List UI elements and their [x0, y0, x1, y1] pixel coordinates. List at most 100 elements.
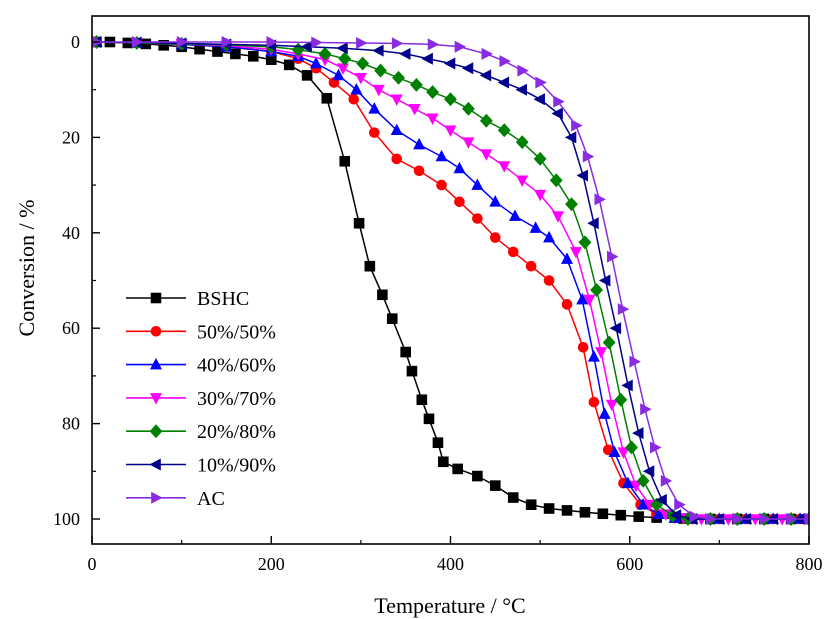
data-point	[595, 347, 608, 359]
data-point	[350, 83, 363, 95]
data-point	[588, 396, 600, 408]
data-point	[660, 474, 673, 487]
data-point	[266, 36, 278, 48]
data-point	[569, 247, 582, 259]
legend-label: BSHC	[197, 288, 249, 310]
data-point	[674, 498, 686, 511]
data-point	[564, 131, 577, 144]
data-point	[571, 119, 583, 132]
data-point	[386, 313, 398, 324]
legend-item: AC	[126, 488, 225, 510]
data-point	[372, 44, 384, 57]
data-point	[633, 511, 645, 522]
data-point	[248, 51, 259, 62]
x-tick-label: 400	[437, 554, 464, 574]
legend-label: 40%/60%	[197, 355, 276, 377]
series-6	[92, 36, 809, 525]
data-point	[408, 103, 421, 116]
data-point	[786, 513, 798, 525]
data-point	[391, 37, 404, 50]
data-point	[705, 513, 718, 525]
data-point	[552, 211, 565, 223]
data-point	[426, 113, 439, 125]
data-point	[689, 510, 701, 523]
data-point	[480, 149, 493, 161]
ticks: 0 200 400 600 800 0 20 40 60 80 100	[53, 32, 823, 574]
data-point	[454, 40, 467, 53]
data-point	[529, 221, 542, 233]
data-point	[410, 77, 423, 92]
data-point	[516, 175, 529, 187]
data-point	[578, 235, 592, 250]
legend: BSHC 50%/50% 40%/60% 30%/70% 20%/80% 10%/90% A…	[126, 288, 276, 510]
data-point	[348, 93, 360, 105]
data-point	[576, 292, 589, 305]
data-point	[421, 52, 433, 65]
legend-marker	[150, 325, 162, 337]
data-point	[400, 346, 411, 358]
legend-marker	[150, 357, 162, 370]
x-axis-label: Temperature / °C	[374, 593, 525, 618]
x-tick-label: 0	[88, 554, 97, 574]
legend-marker	[151, 491, 163, 504]
data-point	[576, 169, 588, 182]
data-point	[561, 505, 573, 516]
legend-marker	[150, 393, 162, 405]
data-point	[369, 127, 380, 138]
data-point	[535, 76, 547, 89]
data-point	[461, 62, 474, 75]
data-point	[436, 179, 447, 191]
data-point	[481, 47, 493, 60]
data-point	[444, 92, 457, 107]
data-point	[423, 413, 435, 425]
data-point	[534, 189, 547, 202]
data-point	[507, 492, 519, 503]
y-tick-label: 40	[62, 223, 80, 243]
legend-marker	[149, 424, 163, 439]
data-point	[525, 260, 537, 272]
data-point	[497, 76, 510, 89]
data-point	[427, 38, 440, 51]
data-point	[283, 59, 295, 71]
data-point	[462, 137, 475, 149]
data-point	[310, 56, 323, 69]
data-point	[392, 70, 405, 85]
data-point	[515, 135, 529, 150]
data-point	[608, 445, 621, 458]
data-point	[598, 407, 611, 419]
data-point	[579, 507, 591, 518]
data-point	[462, 101, 475, 116]
data-point	[669, 509, 682, 522]
data-point	[332, 68, 345, 81]
data-point	[583, 294, 596, 307]
legend-label: 20%/80%	[197, 421, 276, 443]
legend-label: 30%/70%	[197, 388, 276, 410]
legend-item: 20%/80%	[126, 421, 276, 443]
series-line	[96, 41, 809, 520]
y-tick-label: 0	[71, 32, 80, 52]
series-4	[92, 35, 809, 526]
data-point	[426, 85, 439, 100]
data-point	[543, 503, 555, 514]
series-5	[92, 36, 809, 525]
data-point	[221, 36, 234, 48]
data-point	[602, 335, 616, 350]
legend-item: BSHC	[126, 288, 249, 310]
series-line	[96, 41, 809, 520]
series-line	[96, 41, 809, 520]
data-point	[587, 217, 599, 230]
data-point	[132, 36, 144, 48]
data-point	[549, 173, 563, 188]
data-point	[509, 209, 522, 221]
legend-item: 40%/60%	[126, 355, 276, 377]
data-point	[621, 379, 633, 392]
data-point	[515, 83, 528, 96]
data-point	[614, 392, 628, 407]
data-point	[577, 341, 589, 353]
data-point	[413, 137, 426, 150]
data-point	[479, 69, 492, 82]
data-point	[553, 95, 565, 108]
data-point	[399, 47, 411, 60]
data-point	[479, 113, 493, 128]
